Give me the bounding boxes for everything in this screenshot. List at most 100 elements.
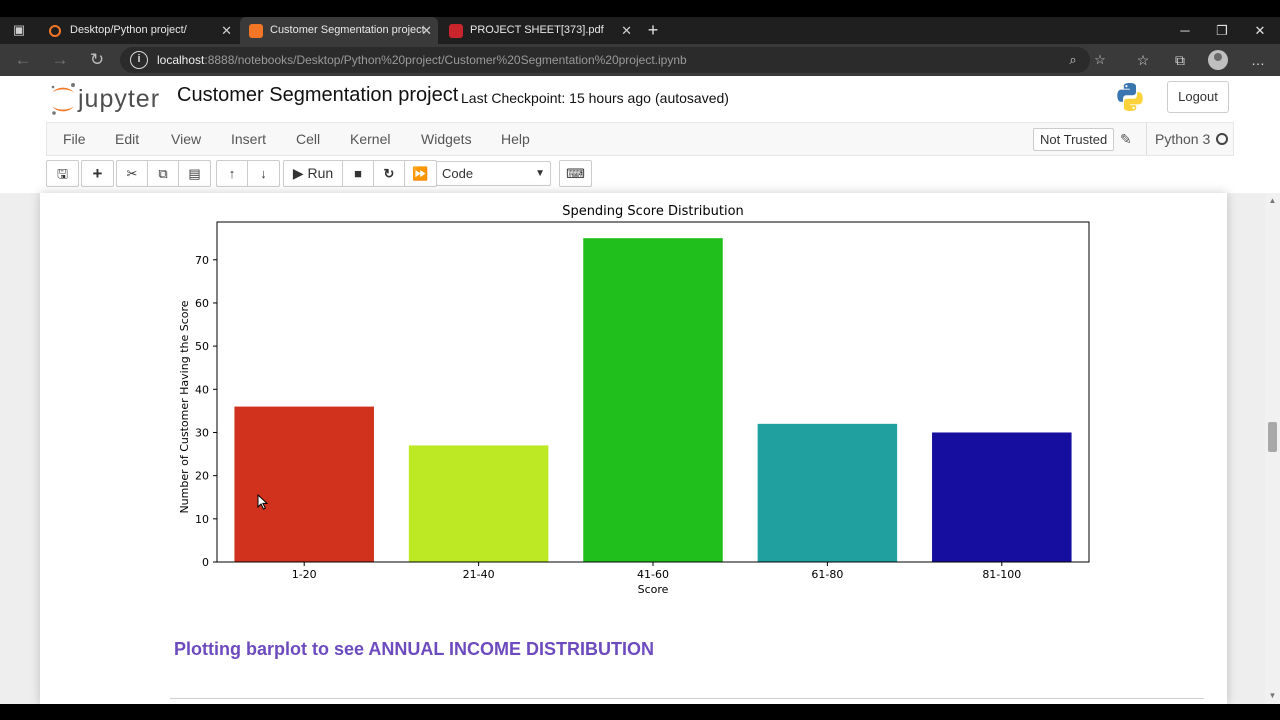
bar-1-20 bbox=[234, 406, 374, 562]
favorites-icon[interactable]: ☆ bbox=[1136, 52, 1150, 68]
x-tick-label: 41-60 bbox=[637, 568, 669, 581]
chart-title: Spending Score Distribution bbox=[562, 204, 744, 219]
y-tick-label: 0 bbox=[202, 556, 209, 569]
site-info-icon[interactable]: i bbox=[130, 51, 148, 69]
next-code-cell[interactable] bbox=[170, 698, 1204, 704]
tab-label: Customer Segmentation project bbox=[270, 24, 425, 36]
y-axis-label: Number of Customer Having the Score bbox=[178, 300, 191, 513]
scroll-up-icon[interactable]: ▲ bbox=[1268, 196, 1277, 205]
save-icon[interactable]: 🖫 bbox=[56, 166, 69, 181]
y-tick-label: 20 bbox=[195, 470, 209, 483]
tab-label: PROJECT SHEET[373].pdf bbox=[470, 24, 604, 36]
kernel-idle-indicator bbox=[1216, 133, 1228, 145]
browser-tab-pdf[interactable]: PROJECT SHEET[373].pdf ✕ bbox=[440, 17, 638, 44]
restart-icon[interactable]: ↻ bbox=[374, 161, 405, 186]
jupyter-favicon-icon bbox=[49, 25, 61, 37]
x-axis-label: Score bbox=[638, 583, 669, 596]
x-tick-label: 81-100 bbox=[982, 568, 1021, 581]
command-palette-icon[interactable]: ⌨ bbox=[566, 166, 585, 181]
y-tick-label: 50 bbox=[195, 340, 209, 353]
copy-icon[interactable]: ⧉ bbox=[148, 161, 179, 186]
menu-bar: File Edit View Insert Cell Kernel Widget… bbox=[46, 122, 1234, 156]
y-tick-label: 70 bbox=[195, 254, 209, 267]
bar-61-80 bbox=[757, 423, 898, 562]
back-icon[interactable]: ← bbox=[14, 50, 32, 69]
profile-avatar[interactable] bbox=[1208, 50, 1228, 70]
autosave-status: (autosaved) bbox=[655, 90, 729, 106]
checkpoint-status: Last Checkpoint: 15 hours ago bbox=[461, 90, 651, 106]
address-bar: ← → ↻ i localhost:8888/notebooks/Desktop… bbox=[0, 44, 1280, 76]
page-scrollbar[interactable]: ▲ ▼ bbox=[1265, 193, 1280, 704]
browser-tab-notebook[interactable]: Customer Segmentation project ✕ bbox=[240, 17, 438, 44]
move-down-icon[interactable]: ↓ bbox=[260, 166, 267, 181]
menu-insert[interactable]: Insert bbox=[231, 131, 267, 147]
notebook-name[interactable]: Customer Segmentation project bbox=[177, 84, 459, 106]
close-tab-icon[interactable]: ✕ bbox=[621, 23, 632, 38]
x-tick-label: 1-20 bbox=[292, 568, 317, 581]
scrollbar-thumb[interactable] bbox=[1268, 422, 1277, 452]
zoom-icon[interactable]: ⌕ bbox=[1069, 52, 1077, 67]
toolbar-group-run: ▶ Run ■ ↻ ⏩ bbox=[283, 160, 437, 187]
url-field[interactable]: i localhost:8888/notebooks/Desktop/Pytho… bbox=[120, 47, 1106, 73]
maximize-icon[interactable]: ❐ bbox=[1216, 23, 1228, 38]
url-text[interactable]: localhost:8888/notebooks/Desktop/Python%… bbox=[157, 47, 687, 73]
markdown-heading: Plotting barplot to see ANNUAL INCOME DI… bbox=[174, 639, 654, 659]
forward-icon[interactable]: → bbox=[51, 50, 69, 69]
run-button[interactable]: ▶ Run bbox=[284, 161, 343, 186]
minimize-icon[interactable]: ─ bbox=[1180, 23, 1190, 38]
notebook-toolbar: 🖫 + ✂ ⧉ ▤ ↑ ↓ ▶ Run ■ ↻ ⏩ Code ▼ bbox=[46, 160, 1234, 190]
chevron-down-icon: ▼ bbox=[535, 168, 545, 179]
insert-cell-icon[interactable]: + bbox=[92, 164, 103, 183]
menu-cell[interactable]: Cell bbox=[296, 131, 321, 147]
y-tick-label: 60 bbox=[195, 297, 209, 310]
jupyter-logo[interactable]: jupyter bbox=[48, 81, 163, 117]
reload-icon[interactable]: ↻ bbox=[89, 50, 105, 69]
pdf-favicon-icon bbox=[449, 24, 463, 38]
bar-81-100 bbox=[932, 432, 1072, 562]
cell-type-value: Code bbox=[442, 166, 474, 181]
close-tab-icon[interactable]: ✕ bbox=[221, 23, 232, 38]
y-tick-label: 30 bbox=[195, 426, 209, 439]
paste-icon[interactable]: ▤ bbox=[188, 166, 201, 181]
restart-run-all-icon[interactable]: ⏩ bbox=[412, 166, 429, 181]
browser-tab-desktop[interactable]: Desktop/Python project/ ✕ bbox=[40, 17, 238, 44]
toolbar-group-palette: ⌨ bbox=[559, 160, 592, 187]
toolbar-group-insert: + bbox=[81, 160, 114, 187]
cell-type-select[interactable]: Code ▼ bbox=[436, 161, 551, 186]
menu-kernel[interactable]: Kernel bbox=[350, 131, 391, 147]
toolbar-group-save: 🖫 bbox=[46, 160, 79, 187]
tab-actions-icon[interactable]: ▣ bbox=[12, 22, 26, 37]
cut-icon[interactable]: ✂ bbox=[117, 161, 148, 186]
notebook-favicon-icon bbox=[249, 24, 263, 38]
menu-file[interactable]: File bbox=[63, 131, 86, 147]
menu-view[interactable]: View bbox=[171, 131, 202, 147]
spending-score-bar-chart: 0 10 20 30 40 50 60 70 1-20 21-40 41-60 61-80 81-100… bbox=[178, 204, 1090, 596]
menu-help[interactable]: Help bbox=[501, 131, 530, 147]
scroll-down-icon[interactable]: ▼ bbox=[1268, 691, 1277, 700]
toolbar-group-edit: ✂ ⧉ ▤ bbox=[116, 160, 211, 187]
window-close-icon[interactable]: ✕ bbox=[1254, 23, 1266, 38]
edit-pencil-icon[interactable]: ✎ bbox=[1120, 131, 1132, 147]
logo-text: jupyter bbox=[78, 85, 161, 113]
close-tab-icon[interactable]: ✕ bbox=[421, 23, 432, 38]
trust-badge[interactable]: Not Trusted bbox=[1033, 128, 1115, 151]
collections-icon[interactable]: ⧉ bbox=[1175, 52, 1185, 68]
stop-icon[interactable]: ■ bbox=[343, 161, 374, 186]
x-tick-label: 61-80 bbox=[811, 568, 843, 581]
python-logo-icon bbox=[1117, 83, 1143, 111]
browser-tab-strip: ▣ Desktop/Python project/ ✕ Customer Seg… bbox=[0, 17, 1280, 44]
logout-button[interactable]: Logout bbox=[1167, 81, 1229, 113]
url-path: :8888/notebooks/Desktop/Python%20project… bbox=[204, 53, 687, 67]
move-up-icon[interactable]: ↑ bbox=[217, 161, 248, 186]
mouse-cursor-icon bbox=[257, 494, 269, 510]
new-tab-icon[interactable]: + bbox=[647, 20, 659, 40]
menu-widgets[interactable]: Widgets bbox=[421, 131, 472, 147]
add-favorite-icon[interactable]: ☆ bbox=[1094, 52, 1106, 67]
bar-21-40 bbox=[408, 445, 549, 562]
y-tick-label: 40 bbox=[195, 383, 209, 396]
jupyter-header: jupyter Customer Segmentation project La… bbox=[0, 76, 1280, 193]
menu-edit[interactable]: Edit bbox=[115, 131, 140, 147]
settings-menu-icon[interactable]: … bbox=[1251, 52, 1265, 68]
run-label: Run bbox=[307, 165, 334, 181]
url-host: localhost bbox=[157, 53, 205, 67]
